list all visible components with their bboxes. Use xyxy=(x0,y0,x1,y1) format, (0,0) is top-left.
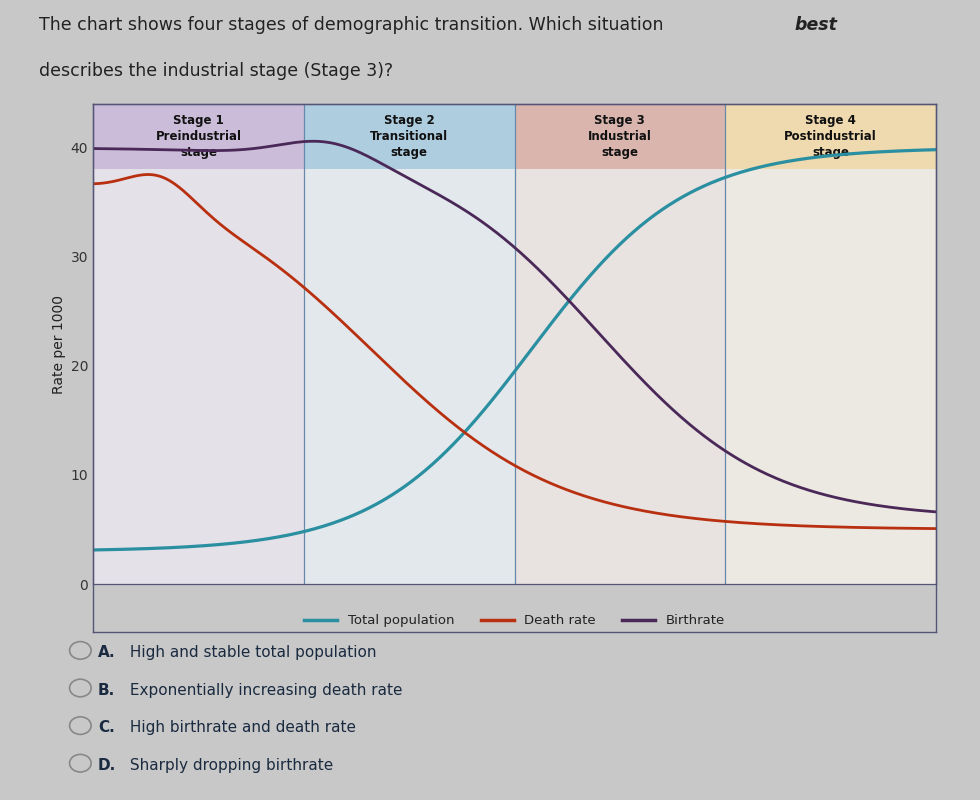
Bar xyxy=(304,170,514,584)
Text: A.: A. xyxy=(98,645,116,660)
Text: Stage 1
Preindustrial
stage: Stage 1 Preindustrial stage xyxy=(156,114,241,159)
Text: High birthrate and death rate: High birthrate and death rate xyxy=(125,720,357,735)
Bar xyxy=(304,104,514,584)
Bar xyxy=(725,170,936,584)
Bar xyxy=(93,104,304,170)
Text: Exponentially increasing death rate: Exponentially increasing death rate xyxy=(125,682,403,698)
Bar xyxy=(514,104,725,170)
Text: Stage 4
Postindustrial
stage: Stage 4 Postindustrial stage xyxy=(784,114,877,159)
Y-axis label: Rate per 1000: Rate per 1000 xyxy=(53,294,67,394)
Text: High and stable total population: High and stable total population xyxy=(125,645,377,660)
Bar xyxy=(93,104,304,584)
Text: The chart shows four stages of demographic transition. Which situation: The chart shows four stages of demograph… xyxy=(39,16,669,34)
Text: best: best xyxy=(795,16,838,34)
Text: Sharply dropping birthrate: Sharply dropping birthrate xyxy=(125,758,333,773)
Bar xyxy=(514,170,725,584)
Text: D.: D. xyxy=(98,758,117,773)
Bar xyxy=(304,104,514,170)
Text: C.: C. xyxy=(98,720,115,735)
Bar xyxy=(93,170,304,584)
Bar xyxy=(514,104,725,584)
Text: Stage 3
Industrial
stage: Stage 3 Industrial stage xyxy=(588,114,652,159)
Bar xyxy=(725,104,936,170)
Legend: Total population, Death rate, Birthrate: Total population, Death rate, Birthrate xyxy=(299,609,730,633)
Text: B.: B. xyxy=(98,682,116,698)
Text: describes the industrial stage (Stage 3)?: describes the industrial stage (Stage 3)… xyxy=(39,62,393,80)
Text: Stage 2
Transitional
stage: Stage 2 Transitional stage xyxy=(370,114,448,159)
Bar xyxy=(725,104,936,584)
